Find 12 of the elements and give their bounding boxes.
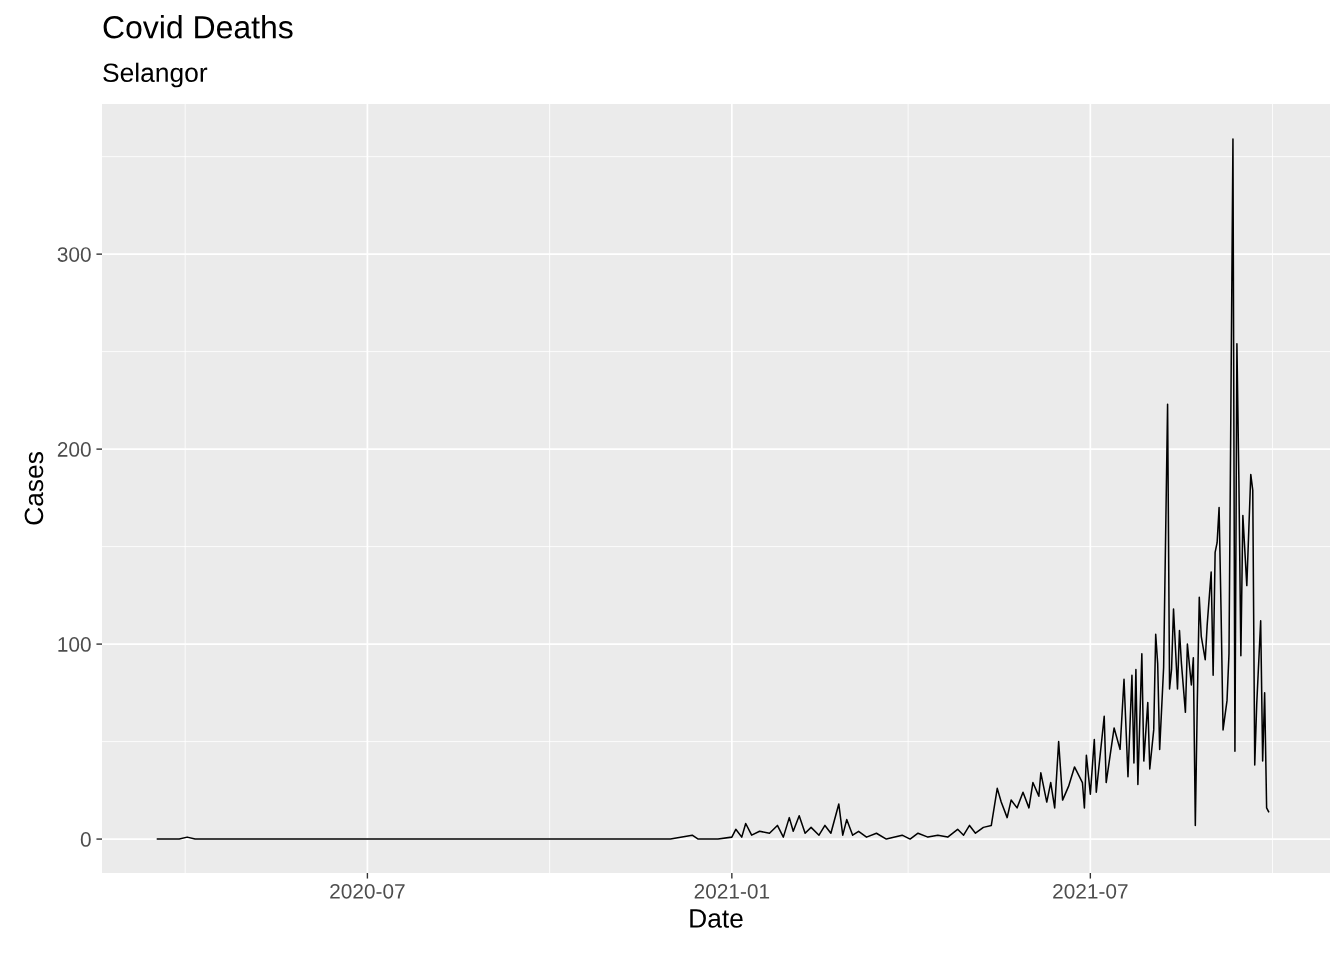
- chart-title: Covid Deaths: [103, 15, 293, 39]
- x-tick-label: 2020-07: [330, 883, 405, 899]
- y-axis-title: Cases: [24, 452, 44, 525]
- y-tick-label: 100: [58, 637, 91, 652]
- x-axis-title: Date: [690, 909, 743, 928]
- x-tick-label: 2021-01: [694, 883, 770, 899]
- y-tick-label: 0: [80, 832, 91, 847]
- chart-subtitle: Selangor: [103, 62, 208, 88]
- y-tick-label: 200: [57, 442, 91, 457]
- x-tick-label: 2021-07: [1053, 883, 1128, 899]
- line-series: [156, 138, 1270, 840]
- y-tick-label: 300: [57, 247, 91, 262]
